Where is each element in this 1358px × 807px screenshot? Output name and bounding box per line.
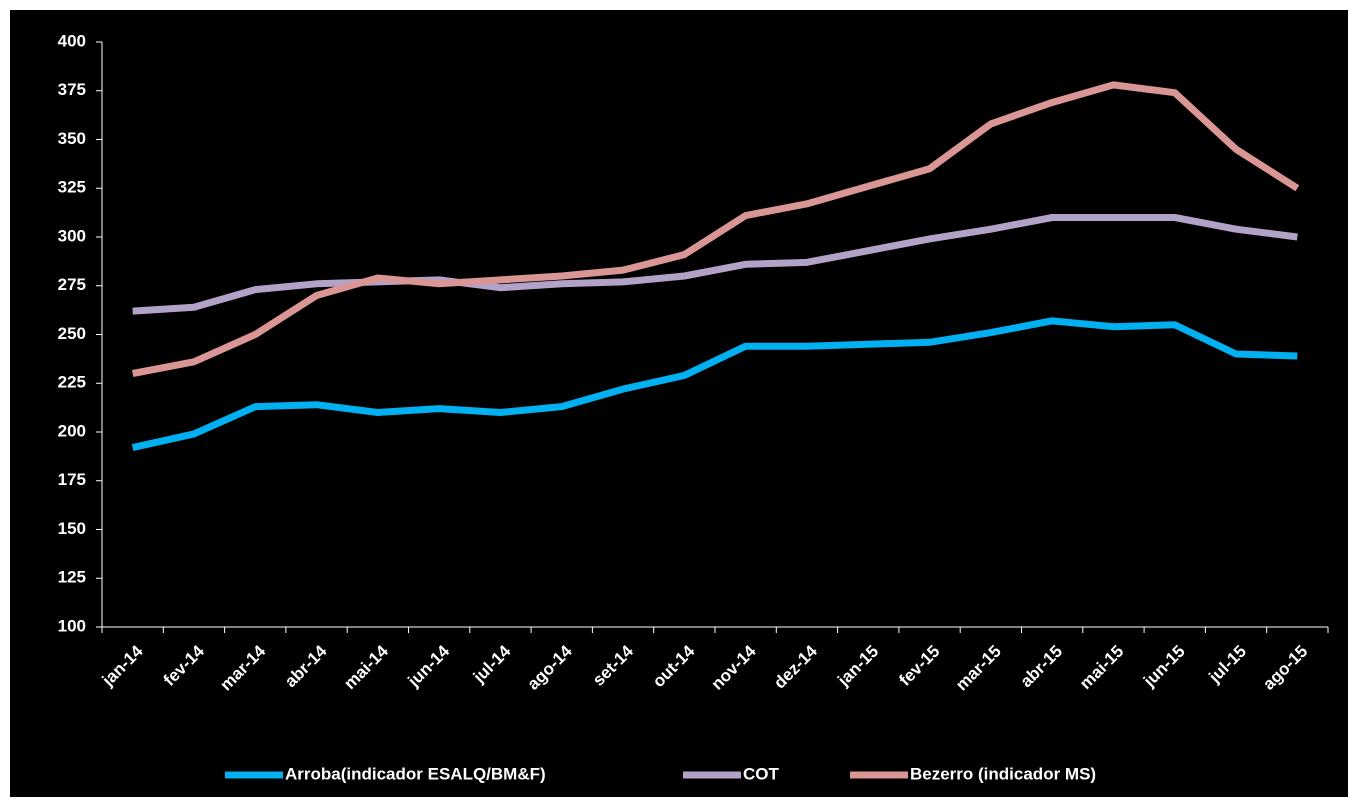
y-tick-label: 300	[58, 226, 86, 245]
series-line	[131, 81, 1300, 377]
legend-label: COT	[743, 764, 780, 783]
series-line	[132, 214, 1298, 315]
y-tick-label: 375	[58, 80, 86, 99]
y-tick-label: 350	[58, 129, 86, 148]
y-tick-label: 325	[58, 178, 86, 197]
y-tick-label: 400	[58, 31, 86, 50]
y-tick-label: 150	[58, 519, 86, 538]
y-tick-label: 200	[58, 421, 86, 440]
y-tick-label: 250	[58, 324, 86, 343]
y-tick-label: 100	[58, 616, 86, 635]
series-line	[131, 317, 1298, 452]
chart-background	[10, 10, 1348, 797]
y-tick-label: 175	[58, 470, 86, 489]
y-tick-label: 125	[58, 568, 86, 587]
legend-label: Bezerro (indicador MS)	[910, 764, 1096, 783]
legend-label: Arroba(indicador ESALQ/BM&F)	[285, 764, 546, 783]
y-tick-label: 275	[58, 275, 86, 294]
y-tick-label: 225	[58, 373, 86, 392]
